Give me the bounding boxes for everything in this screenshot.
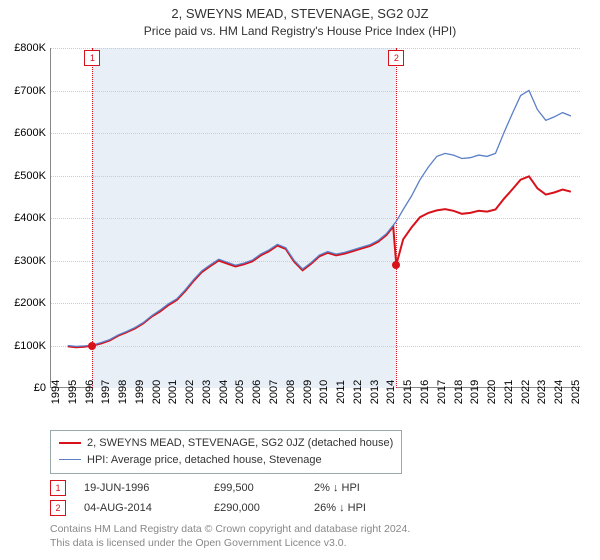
plot-frame: 12: [50, 48, 580, 388]
attribution-line: This data is licensed under the Open Gov…: [50, 536, 410, 550]
x-axis-label: 2016: [419, 380, 431, 404]
chart-titles: 2, SWEYNS MEAD, STEVENAGE, SG2 0JZ Price…: [0, 0, 600, 38]
sale-diff: 2% ↓ HPI: [314, 482, 360, 494]
x-axis-label: 1998: [117, 380, 129, 404]
sale-diff: 26% ↓ HPI: [314, 502, 366, 514]
y-axis-label: £600K: [1, 127, 46, 139]
line-series-svg: [51, 48, 581, 388]
x-axis-label: 2023: [536, 380, 548, 404]
sale-price: £99,500: [214, 482, 314, 494]
x-axis-label: 2013: [369, 380, 381, 404]
legend-swatch-price-paid: [59, 442, 81, 444]
x-axis-label: 2009: [302, 380, 314, 404]
sale-row: 2 04-AUG-2014£290,00026% ↓ HPI: [50, 498, 366, 518]
title-sub: Price paid vs. HM Land Registry's House …: [0, 24, 600, 38]
y-axis-label: £200K: [1, 297, 46, 309]
x-axis-label: 2006: [251, 380, 263, 404]
x-axis-label: 2012: [352, 380, 364, 404]
sale-date: 04-AUG-2014: [84, 502, 214, 514]
marker-point: [88, 342, 96, 350]
sale-row: 1 19-JUN-1996£99,5002% ↓ HPI: [50, 478, 366, 498]
x-axis-label: 2004: [218, 380, 230, 404]
x-axis-label: 2025: [570, 380, 582, 404]
sales-table: 1 19-JUN-1996£99,5002% ↓ HPI 2 04-AUG-2014£…: [50, 478, 366, 518]
y-axis-label: £300K: [1, 255, 46, 267]
y-axis-label: £400K: [1, 212, 46, 224]
legend-item-price-paid: 2, SWEYNS MEAD, STEVENAGE, SG2 0JZ (deta…: [59, 435, 393, 452]
x-axis-label: 1995: [67, 380, 79, 404]
x-axis-label: 2002: [184, 380, 196, 404]
x-axis-label: 1997: [100, 380, 112, 404]
sale-marker: 1: [50, 480, 66, 496]
x-axis-label: 2020: [486, 380, 498, 404]
x-axis-label: 2022: [520, 380, 532, 404]
x-axis-label: 2015: [402, 380, 414, 404]
x-axis-label: 2000: [151, 380, 163, 404]
legend-label: HPI: Average price, detached house, Stev…: [87, 454, 322, 466]
legend-swatch-hpi: [59, 459, 81, 460]
y-axis-label: £500K: [1, 170, 46, 182]
y-axis-label: £0: [1, 382, 46, 394]
attribution-line: Contains HM Land Registry data © Crown c…: [50, 522, 410, 536]
x-axis-label: 2011: [335, 380, 347, 404]
x-axis-label: 1996: [84, 380, 96, 404]
x-axis-label: 2001: [167, 380, 179, 404]
x-axis-label: 2021: [503, 380, 515, 404]
sale-marker: 2: [50, 500, 66, 516]
legend-box: 2, SWEYNS MEAD, STEVENAGE, SG2 0JZ (deta…: [50, 430, 402, 474]
x-axis-label: 2018: [453, 380, 465, 404]
x-axis-label: 2005: [234, 380, 246, 404]
x-axis-label: 1994: [50, 380, 62, 404]
marker-point: [392, 261, 400, 269]
legend-item-hpi: HPI: Average price, detached house, Stev…: [59, 452, 393, 469]
x-axis-label: 2008: [285, 380, 297, 404]
x-axis-label: 2019: [469, 380, 481, 404]
marker-box: 2: [388, 50, 404, 66]
series-hpi: [68, 91, 571, 347]
x-axis-label: 2017: [436, 380, 448, 404]
attribution: Contains HM Land Registry data © Crown c…: [50, 522, 410, 550]
y-axis-label: £700K: [1, 85, 46, 97]
y-axis-label: £100K: [1, 340, 46, 352]
x-axis-label: 2007: [268, 380, 280, 404]
legend-label: 2, SWEYNS MEAD, STEVENAGE, SG2 0JZ (deta…: [87, 437, 393, 449]
x-axis-label: 2014: [385, 380, 397, 404]
chart-area: 12 £0£100K£200K£300K£400K£500K£600K£700K…: [50, 48, 580, 388]
series-price_paid: [68, 176, 571, 347]
marker-box: 1: [84, 50, 100, 66]
y-axis-label: £800K: [1, 42, 46, 54]
x-axis-label: 2024: [553, 380, 565, 404]
sale-price: £290,000: [214, 502, 314, 514]
x-axis-label: 2003: [201, 380, 213, 404]
x-axis-label: 1999: [134, 380, 146, 404]
x-axis-label: 2010: [318, 380, 330, 404]
title-main: 2, SWEYNS MEAD, STEVENAGE, SG2 0JZ: [0, 6, 600, 21]
sale-date: 19-JUN-1996: [84, 482, 214, 494]
